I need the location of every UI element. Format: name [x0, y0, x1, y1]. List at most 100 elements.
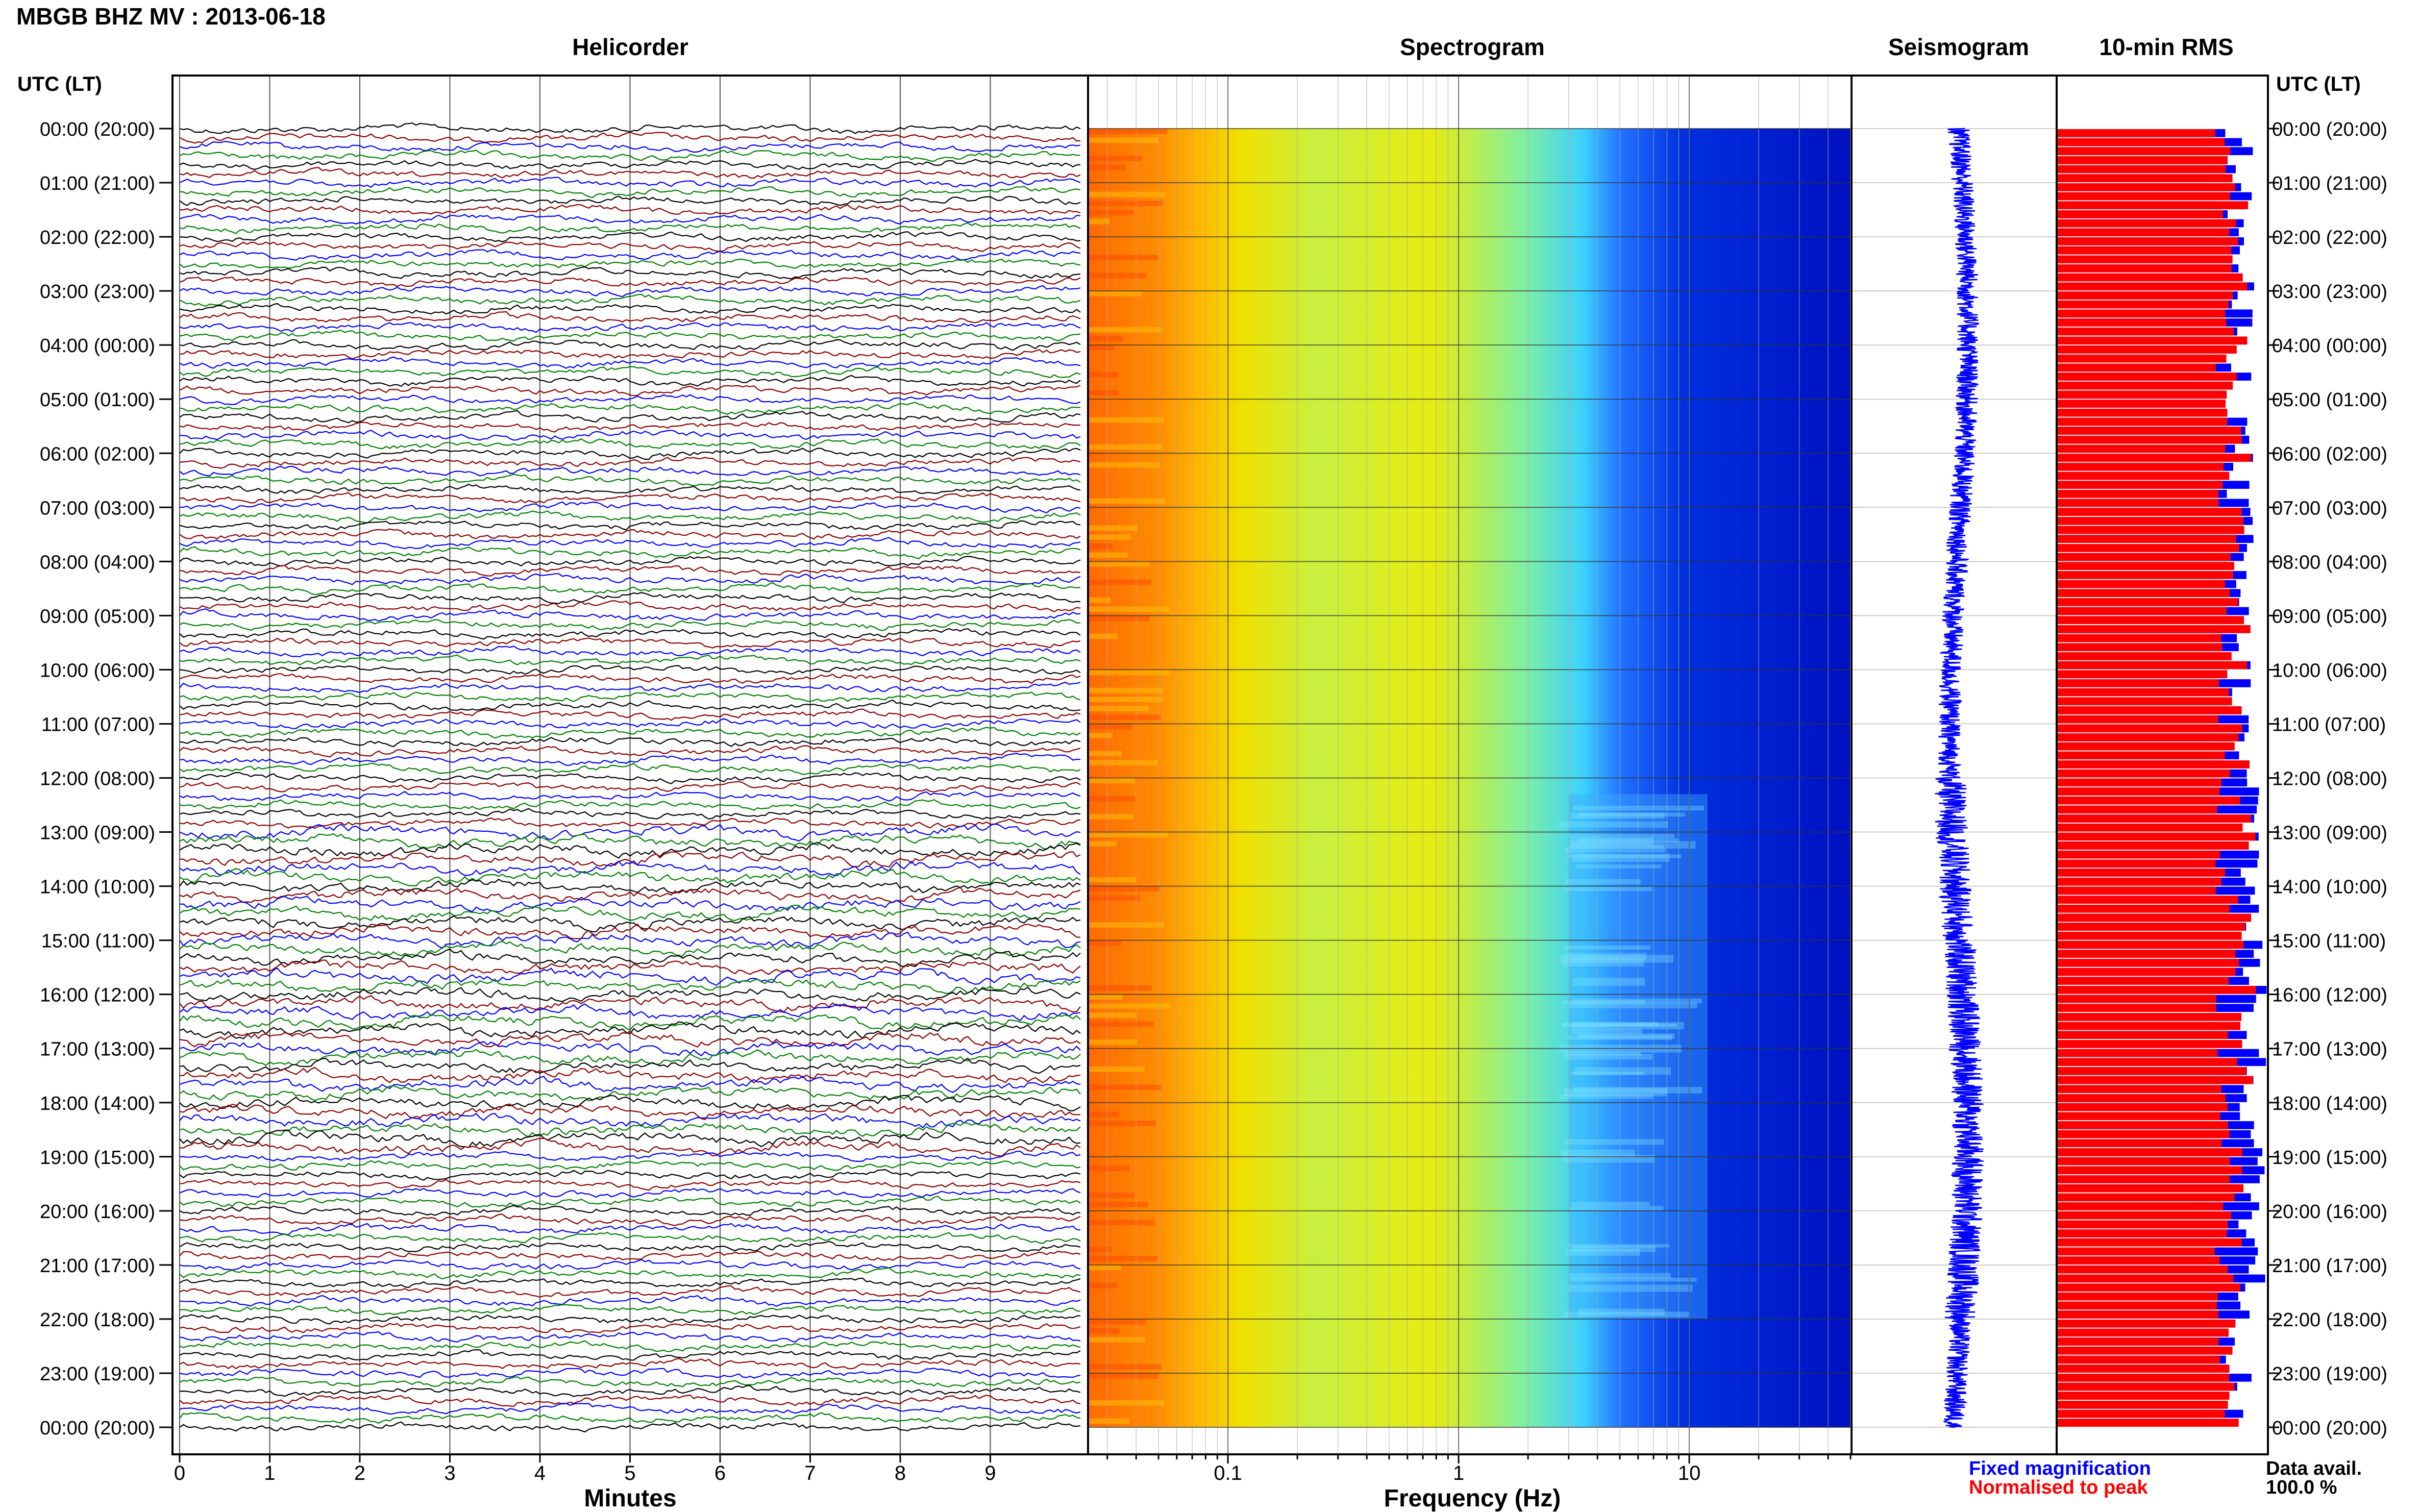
time-label-right: 17:00 (13:00)	[2272, 1039, 2387, 1060]
spectrogram-low-band-row	[1089, 498, 1165, 504]
time-label-left: 14:00 (10:00)	[40, 877, 155, 898]
rms-normalised-bar	[2058, 535, 2236, 543]
spectrogram-low-band-row	[1089, 1021, 1154, 1027]
helicorder-row-trace	[179, 772, 1081, 784]
rms-normalised-bar	[2058, 1337, 2219, 1346]
rms-normalised-bar	[2058, 742, 2235, 751]
helicorder-row-trace	[179, 457, 1081, 469]
rms-normalised-bar	[2058, 462, 2224, 471]
helicorder-row-trace	[179, 1259, 1081, 1271]
spectrogram-low-band-row	[1089, 724, 1131, 730]
spectrogram-low-band-row	[1089, 191, 1165, 197]
spectrogram-tremor-streak	[1564, 1311, 1690, 1318]
time-label-left: 19:00 (15:00)	[40, 1147, 155, 1169]
spectrogram-tremor-streak	[1559, 1094, 1653, 1099]
rms-normalised-bar	[2058, 1004, 2216, 1012]
spectrogram-tremor-streak	[1569, 1003, 1697, 1008]
time-label-left: 21:00 (17:00)	[40, 1255, 155, 1277]
rms-normalised-bar	[2058, 1328, 2229, 1337]
spectrogram-low-band-row	[1089, 1193, 1135, 1199]
time-label-left: 00:00 (20:00)	[40, 1418, 155, 1439]
helicorder-row-trace	[179, 673, 1081, 684]
rms-normalised-bar	[2058, 706, 2242, 714]
rms-normalised-bar	[2058, 381, 2233, 390]
spectrogram-tremor-streak	[1565, 879, 1641, 884]
helicorder-row-trace	[180, 1067, 1081, 1084]
spectrogram-tremor-streak	[1562, 1023, 1677, 1027]
time-label-right: 02:00 (22:00)	[2272, 227, 2387, 249]
spectrogram-low-band-row	[1089, 390, 1119, 396]
spectrogram-low-band-row	[1089, 994, 1123, 1000]
time-label-right: 05:00 (01:00)	[2272, 389, 2387, 411]
seismogram-title: Seismogram	[1888, 34, 2029, 60]
helicorder-row-trace	[179, 150, 1081, 162]
spectrogram-tremor-streak	[1567, 1244, 1670, 1248]
spectrogram-tremor-streak	[1567, 1052, 1641, 1056]
data-avail-value: 100.0 %	[2266, 1477, 2337, 1498]
time-label-right: 11:00 (07:00)	[2272, 714, 2386, 735]
spectrogram-low-band-row	[1089, 372, 1119, 378]
rms-normalised-bar	[2058, 968, 2236, 976]
time-label-right: 09:00 (05:00)	[2272, 606, 2387, 627]
spectrogram-tremor-streak	[1566, 1249, 1640, 1256]
helicorder-row-trace	[179, 520, 1081, 531]
utc-label-left: UTC (LT)	[17, 73, 102, 95]
rms-normalised-bar	[2058, 282, 2248, 291]
helicorder-row-trace	[179, 410, 1081, 424]
helicorder-row-trace	[179, 1367, 1081, 1379]
time-label-left: 06:00 (02:00)	[40, 443, 155, 465]
time-label-left: 07:00 (03:00)	[40, 498, 155, 519]
helicorder-row-trace	[179, 1112, 1081, 1129]
legend-normalised-to-peak: Normalised to peak	[1969, 1477, 2148, 1498]
spectrogram-low-band-row	[1089, 210, 1133, 215]
helicorder-row-trace	[179, 1129, 1081, 1149]
rms-normalised-bar	[2058, 985, 2256, 994]
spectrogram-low-band-row	[1089, 201, 1164, 206]
rms-normalised-bar	[2058, 823, 2243, 832]
rms-normalised-bar	[2058, 553, 2231, 561]
time-label-left: 04:00 (00:00)	[40, 335, 155, 357]
time-label-left: 01:00 (21:00)	[40, 173, 155, 194]
rms-normalised-bar	[2058, 354, 2227, 363]
rms-normalised-bar	[2058, 598, 2238, 606]
spectrogram-low-band-row	[1089, 886, 1159, 892]
helicorder-row-trace	[179, 266, 1081, 280]
helicorder-row-trace	[179, 528, 1081, 540]
rms-normalised-bar	[2058, 1238, 2242, 1247]
helicorder-row-trace	[179, 654, 1081, 666]
spectrogram-tremor-streak	[1568, 845, 1664, 849]
rms-normalised-bar	[2058, 1175, 2230, 1183]
helicorder-row-trace	[179, 131, 1081, 144]
helicorder-row-trace	[179, 159, 1081, 170]
helicorder-row-trace	[179, 1402, 1081, 1415]
spectrogram-low-band-row	[1089, 417, 1164, 423]
rms-normalised-bar	[2058, 138, 2225, 146]
helicorder-row-trace	[179, 1241, 1081, 1253]
helicorder-row-trace	[179, 474, 1081, 487]
rms-normalised-bar	[2058, 1319, 2236, 1328]
rms-normalised-bar	[2058, 1310, 2219, 1319]
rms-normalised-bar	[2058, 814, 2251, 823]
rms-normalised-bar	[2058, 192, 2230, 201]
time-label-right: 22:00 (18:00)	[2272, 1309, 2387, 1331]
rms-normalised-bar	[2058, 1040, 2242, 1048]
rms-normalised-bar	[2058, 264, 2232, 272]
helicorder-row-trace	[179, 1358, 1081, 1370]
minute-tick-label: 2	[354, 1462, 365, 1484]
helicorder-row-trace	[179, 339, 1081, 351]
helicorder-row-trace	[179, 646, 1081, 658]
helicorder-row-trace	[179, 366, 1081, 378]
rms-normalised-bar	[2058, 1103, 2228, 1111]
spectrogram-low-band-row	[1089, 327, 1162, 333]
spectrogram-low-band-row	[1089, 796, 1136, 802]
spectrogram-low-band-row	[1089, 1012, 1137, 1018]
x-axis-ticks: 0 1 2 3 4 5 6 7 8 9 0.1 1 10	[174, 1454, 1852, 1484]
station-title: MBGB BHZ MV : 2013-06-18	[16, 3, 326, 30]
minute-tick-label: 4	[534, 1462, 546, 1484]
seismogram-trace	[1853, 128, 2056, 1428]
helicorder-row-trace	[179, 1412, 1081, 1424]
helicorder-row-trace	[179, 878, 1081, 894]
spectrogram-low-band-row	[1089, 714, 1161, 721]
helicorder-row-trace	[179, 1103, 1080, 1121]
